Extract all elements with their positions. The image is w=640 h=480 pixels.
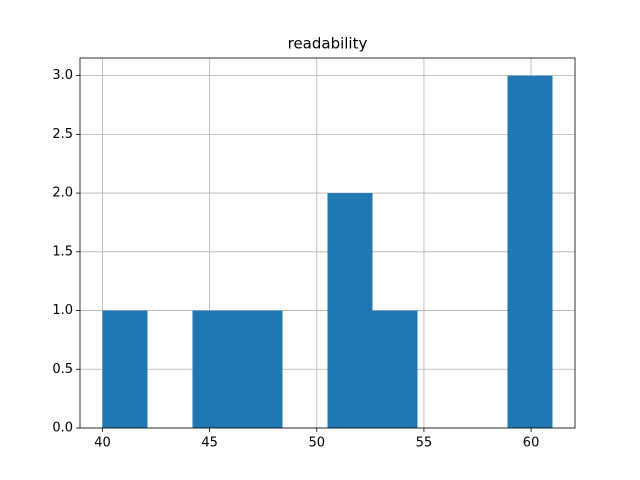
bar xyxy=(507,75,553,428)
chart-title: readability xyxy=(288,35,368,53)
bar xyxy=(237,310,283,428)
x-tick-label: 40 xyxy=(94,436,111,451)
bar xyxy=(327,193,373,428)
y-tick-label: 3.0 xyxy=(52,68,73,83)
y-tick-label: 2.0 xyxy=(52,186,73,201)
x-tick-label: 55 xyxy=(416,436,433,451)
x-tick-label: 50 xyxy=(309,436,326,451)
y-tick-label: 2.5 xyxy=(52,127,73,142)
x-tick-label: 45 xyxy=(201,436,218,451)
bar xyxy=(192,310,238,428)
y-tick-label: 1.5 xyxy=(52,244,73,259)
y-tick-label: 0.5 xyxy=(52,362,73,377)
bar xyxy=(372,310,418,428)
y-tick-label: 1.0 xyxy=(52,303,73,318)
y-tick-label: 0.0 xyxy=(52,421,73,436)
bar xyxy=(102,310,148,428)
plot-frame xyxy=(79,57,576,429)
x-tick-label: 60 xyxy=(523,436,540,451)
